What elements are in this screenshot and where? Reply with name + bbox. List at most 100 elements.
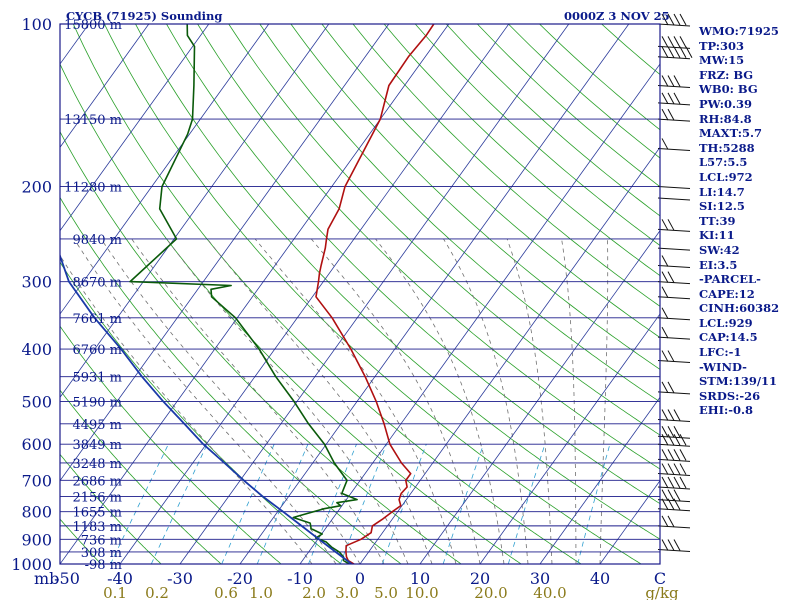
moist-adiabat [166,238,409,564]
wind-barb-flag [673,409,681,421]
wind-barb-flag [667,381,675,394]
mixing-ratio-line [308,444,357,564]
height-label: 2156 m [72,491,122,506]
wind-barb-flag [661,271,669,283]
pressure-tick-label: 100 [21,15,52,34]
mixing-ratio-label: g/kg [645,584,679,600]
wind-barb-flag [661,13,669,26]
grid-layer [60,24,660,564]
wind-barb-flag [673,449,681,461]
wind-barb-flag [679,449,687,461]
date-time: 0000Z 3 NOV 25 [564,9,670,23]
indices-panel: WMO:71925 TP:303 MW:15 FRZ: BG WB0: BG PW:0.3… [699,24,800,418]
height-label: 9840 m [72,233,122,248]
wind-barb-flag [673,498,681,510]
wind-barb-flag [661,498,669,510]
index-item: RH:84.8 [699,111,752,126]
mixing-ratio-label: 10.0 [405,584,438,600]
pressure-tick-label: 300 [21,273,52,292]
pressure-tick-label: 700 [21,471,52,490]
isotherm [60,24,330,399]
isotherm [479,313,660,564]
isotherm [419,229,660,564]
pressure-tick-label: 800 [21,503,52,522]
wind-barb-flag [661,433,669,446]
isotherm [119,24,510,564]
index-item: EI:3.5 [699,257,738,272]
wind-barb-flag [661,489,669,501]
isotherm [60,24,450,564]
height-label: 4495 m [72,418,122,433]
wind-barb-flag [667,498,675,510]
index-item: -PARCEL- [699,272,761,287]
temperature-line [315,24,435,564]
wind-barb-staff [657,317,691,321]
mixing-ratio-label: 40.0 [533,584,566,600]
temperature-tick-label: C [654,569,666,588]
wind-barb-staff [657,336,691,340]
temperature-tick-label: 10 [410,569,430,588]
wind-barb-flag [673,13,681,26]
wind-barb-staff [657,247,691,251]
height-label: 308 m [81,546,122,561]
wind-barb-flag [667,271,675,283]
pressure-tick-label: 1000 [11,555,52,574]
isotherm [179,24,570,564]
wind-barb-flag [685,46,693,59]
wind-barb-flag [673,463,681,475]
index-item: EHI:-0.8 [699,403,754,418]
moist-adiabat [60,254,313,564]
wind-barb-flag [661,255,669,267]
height-label: 3849 m [72,438,122,453]
index-item: CAPE:12 [699,286,755,301]
mixing-ratio-label: 2.0 [302,584,326,600]
wind-barb-staff [657,186,691,190]
index-item: KI:11 [699,228,735,243]
index-item: TH:5288 [699,140,755,155]
wind-barb-staff [657,197,691,201]
wind-barb-flag [661,307,669,320]
wind-barb-flag [679,46,687,59]
wind-barb-flag [661,36,669,48]
height-label: 11280 m [64,181,122,196]
isotherm [60,24,270,315]
wind-barb-flag [667,449,675,461]
wind-barb-flag [673,426,681,438]
wind-barb-flag [661,426,669,438]
height-label: 5190 m [72,395,122,410]
wind-barb-flag [667,108,675,121]
index-item: SI:12.5 [699,199,745,214]
index-item: L57:5.5 [699,155,748,170]
wind-barb-flag [661,463,669,475]
wind-barb-flag [673,489,681,501]
mixing-ratio-line [221,444,275,564]
height-label: 1655 m [72,506,122,521]
wind-barb-flag [661,286,669,299]
wind-barb-flag [661,350,669,362]
index-item: WB0: BG [699,82,758,97]
index-item: PW:0.39 [699,96,753,111]
profiles-layer [60,24,435,564]
wind-barb-flag [667,426,675,438]
index-item: WMO:71925 [699,24,779,38]
wind-barb-flag [661,539,669,551]
index-item: LI:14.7 [699,184,745,199]
isotherm [359,146,660,564]
wind-barb-flag [661,75,669,87]
moist-adiabat [254,238,457,564]
height-label: 15800 m [64,18,122,33]
isotherm [60,24,390,482]
height-label: 6760 m [72,343,122,358]
wind-barb-flag [667,433,675,446]
wind-barb-flag [667,13,675,26]
wind-barb-flag [673,539,681,551]
height-label: -98 m [85,558,122,573]
pressure-tick-label: 600 [21,435,52,454]
index-item: STM:139/11 [699,374,778,389]
wind-barb-flag [673,476,681,489]
mixing-ratio-label: 1.0 [249,584,273,600]
index-item: -WIND- [699,359,747,374]
wind-barb-flag [661,138,669,150]
pressure-tick-label: 900 [21,530,52,549]
